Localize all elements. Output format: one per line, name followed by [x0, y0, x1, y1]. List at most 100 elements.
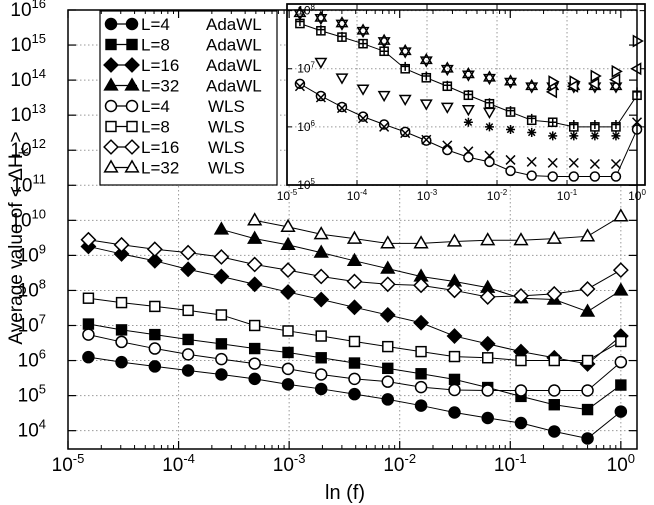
data-point	[115, 355, 128, 369]
data-point	[148, 360, 162, 373]
inset-data-point	[590, 119, 600, 129]
data-point	[180, 261, 197, 278]
data-point	[479, 335, 496, 352]
data-point	[348, 387, 361, 401]
data-point	[448, 350, 461, 363]
data-point	[248, 357, 261, 370]
inset-data-point	[400, 61, 410, 71]
data-point	[149, 328, 161, 341]
main-y-tick-label: 108	[18, 276, 46, 301]
inset-data-point-part-up	[461, 67, 475, 79]
inset-data-point-part-down	[356, 26, 370, 39]
y-axis-title-prefix: Average value of < ΔH	[6, 154, 27, 344]
main-y-tick-label: 105	[18, 382, 46, 407]
legend-series-label: L=32	[141, 159, 179, 178]
inset-series-triangle-down	[314, 57, 496, 119]
legend-marker-right	[124, 77, 140, 91]
inset-data-point	[316, 25, 326, 35]
inset-data-point	[566, 79, 579, 93]
inset-data-point	[610, 171, 622, 182]
inset-data-point	[527, 128, 537, 138]
data-point	[215, 309, 228, 321]
inset-x-tick-label-exp: 0	[641, 188, 646, 197]
legend-entry: L=8 WLS	[105, 118, 245, 137]
legend-method-label: WLS	[208, 159, 245, 178]
legend-marker-right	[125, 99, 139, 113]
data-point	[613, 282, 629, 296]
data-point	[246, 256, 263, 273]
data-point	[448, 406, 461, 419]
main-x-tick-label: 10-4	[162, 451, 195, 476]
data-point	[248, 372, 261, 386]
data-point	[113, 246, 130, 262]
y-axis-title-subscript: k	[16, 147, 31, 154]
inset-x-tick-label: 10-3	[417, 188, 438, 203]
inset-data-point	[610, 158, 621, 170]
legend: L=4 AdaWL L=8 AdaWL L=16 AdaWL L=32 AdaWL L=4 WLS…	[99, 10, 278, 186]
data-point	[313, 226, 329, 240]
inset-data-point	[442, 80, 452, 90]
main-y-tick-label: 1013	[10, 101, 46, 126]
main-y-tick-label: 1014	[10, 66, 46, 91]
inset-frame	[286, 3, 646, 186]
inset-data-point	[336, 101, 348, 113]
inset-data-point	[590, 69, 602, 83]
inset-data-point	[547, 157, 558, 168]
main-plot-frame	[67, 9, 638, 450]
legend-marker-right	[126, 38, 138, 51]
inset-data-point-part-down	[482, 73, 496, 86]
data-point	[246, 276, 263, 293]
main-y-tick-label-base: 10	[10, 140, 31, 161]
inset-y-tick-label-base: 10	[297, 120, 311, 134]
inset-data-point	[400, 128, 411, 139]
inset-x-tick-label-base: 10	[557, 189, 571, 203]
main-series-layer	[80, 208, 629, 445]
inset-data-point	[335, 16, 349, 31]
data-point	[346, 273, 363, 290]
inset-data-point	[398, 94, 412, 107]
data-point	[280, 236, 296, 250]
inset-y-tick-label: 107	[297, 61, 315, 76]
inset-data-point-part-up	[293, 5, 307, 18]
legend-marker-left	[104, 17, 118, 31]
inset-data-point	[378, 119, 390, 130]
inset-data-point	[440, 61, 454, 77]
inset-data-point	[315, 92, 326, 103]
data-point	[579, 303, 596, 317]
data-point	[579, 281, 596, 297]
main-x-tick-label: 10-5	[52, 451, 85, 476]
inset-data-point	[611, 64, 623, 78]
legend-method-label: AdaWL	[206, 36, 262, 55]
inset-data-point-part-down	[419, 56, 433, 68]
inset-data-point-part-up	[356, 23, 370, 35]
legend-marker-right	[126, 120, 138, 133]
legend-marker-left	[103, 57, 119, 73]
data-point	[446, 328, 463, 344]
data-point	[380, 260, 396, 274]
inset-data-point	[611, 119, 621, 129]
inset-y-tick-label-exp: 5	[311, 177, 316, 186]
inset-data-point	[590, 131, 600, 141]
inset-data-point	[463, 152, 474, 163]
inset-data-point	[611, 131, 621, 141]
main-x-tick-label-base: 10	[162, 455, 183, 476]
inset-data-point	[630, 62, 642, 76]
inset-data-point	[548, 131, 558, 141]
inset-x-tick-label-exp: -5	[290, 188, 298, 197]
data-point	[248, 319, 261, 332]
inset-data-point	[440, 102, 454, 114]
data-point	[248, 342, 261, 355]
inset-x-tick-label-exp: -1	[570, 188, 578, 197]
legend-marker-left	[103, 77, 119, 91]
inset-data-point	[419, 52, 433, 68]
inset-x-tick-label-exp: -3	[430, 188, 438, 197]
main-y-tick-label-base: 10	[18, 421, 39, 442]
data-point	[614, 405, 628, 418]
main-y-tick-label: 1016	[10, 0, 46, 21]
inset-data-point	[398, 43, 412, 59]
data-point	[213, 221, 230, 235]
series-l32-adawl	[213, 221, 629, 317]
series-l8-wls	[82, 292, 627, 367]
inset-series-triangle-left	[545, 62, 642, 99]
main-x-tick-label: 10-1	[494, 451, 527, 476]
